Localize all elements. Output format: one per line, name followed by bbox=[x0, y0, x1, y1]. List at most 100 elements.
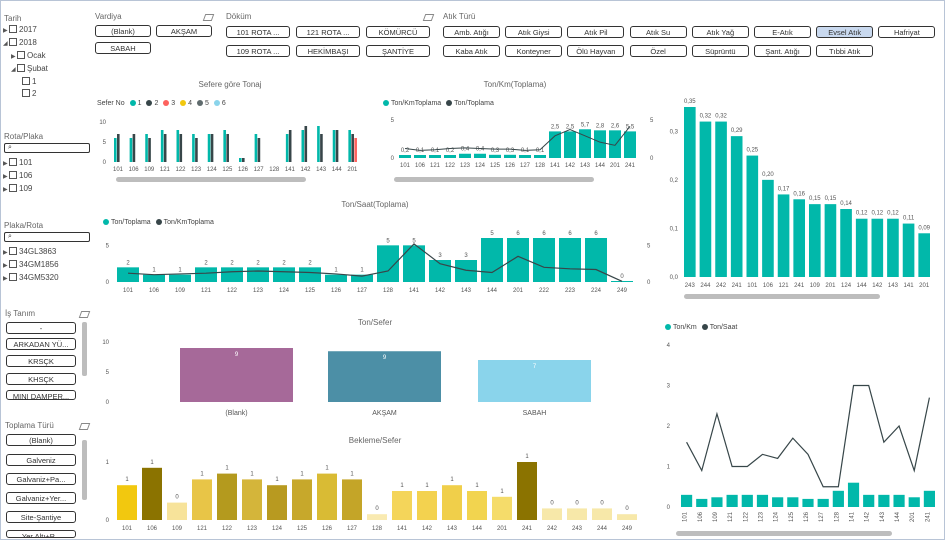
x-tick-label: 201 bbox=[347, 167, 358, 173]
tree-item-1[interactable]: 1 bbox=[3, 76, 48, 88]
atik-item[interactable]: Kaba Atık bbox=[443, 45, 500, 57]
legend-label: Ton/KmToplama bbox=[163, 219, 214, 226]
bar bbox=[802, 498, 814, 507]
bar bbox=[455, 260, 477, 282]
x-tick-label: 123 bbox=[191, 167, 202, 173]
atik-item[interactable]: Amb. Atığı bbox=[443, 26, 500, 38]
atik-item[interactable]: E-Atık bbox=[754, 26, 811, 38]
x-tick-label: 201 bbox=[513, 288, 524, 294]
tree-item[interactable]: ▶ 109 bbox=[3, 184, 33, 193]
tonkm-chart-scrollbar[interactable] bbox=[394, 177, 594, 182]
right-bar-scrollbar[interactable] bbox=[684, 294, 880, 299]
bar bbox=[167, 502, 187, 520]
atik-item[interactable]: Ölü Hayvan bbox=[567, 45, 625, 57]
tree-item[interactable]: ▶ 34GM5320 bbox=[3, 273, 59, 282]
atik-item[interactable]: Süprüntü bbox=[691, 45, 749, 57]
tree-item[interactable]: ▶ 34GM1856 bbox=[3, 260, 59, 269]
bar bbox=[399, 155, 411, 158]
dokum-item[interactable]: KÖMÜRCÜ bbox=[366, 26, 430, 38]
tree-item-2018[interactable]: ◢ 2018 bbox=[3, 38, 37, 47]
x-tick-label: 124 bbox=[841, 283, 852, 289]
x-tick-label: 144 bbox=[472, 526, 483, 532]
bar bbox=[756, 494, 769, 507]
atik-item[interactable]: Atık Yağ bbox=[691, 26, 749, 38]
atik-item[interactable]: Atık Pil bbox=[567, 26, 625, 38]
tree-item-2[interactable]: 2 bbox=[3, 88, 48, 100]
x-tick-label: 127 bbox=[520, 163, 531, 169]
x-tick-label: 124 bbox=[272, 526, 283, 532]
dokum-item[interactable]: HEKİMBAŞI bbox=[296, 45, 360, 57]
legend-dot bbox=[155, 219, 162, 225]
bar bbox=[288, 130, 292, 162]
dokum-item[interactable]: ŞANTİYE bbox=[366, 45, 430, 57]
atik-item[interactable]: Özel bbox=[629, 45, 687, 57]
x-tick-label: 124 bbox=[475, 163, 486, 169]
vardiya-item-blank[interactable]: (Blank) bbox=[95, 25, 151, 37]
dokum-item[interactable]: 121 ROTA ... bbox=[296, 26, 360, 38]
tree-item-subat[interactable]: ◢ Şubat bbox=[11, 64, 48, 73]
bar bbox=[429, 155, 441, 158]
y-tick-label: 0 bbox=[106, 400, 110, 406]
x-tick-label: SABAH bbox=[523, 410, 547, 417]
legend-dot bbox=[383, 100, 389, 106]
toplama-turu-scrollbar[interactable] bbox=[82, 440, 87, 500]
data-label: 0,12 bbox=[856, 211, 868, 217]
x-tick-label: 101 bbox=[122, 526, 133, 532]
toplama-turu-item[interactable]: Galvaniz+Yer... bbox=[6, 492, 76, 504]
dokum-item[interactable]: 101 ROTA ... bbox=[226, 26, 290, 38]
bar bbox=[217, 473, 237, 520]
dokum-item[interactable]: 109 ROTA ... bbox=[226, 45, 290, 57]
x-tick-label: 122 bbox=[175, 167, 186, 173]
x-tick-label: 241 bbox=[794, 283, 805, 289]
legend-dot bbox=[163, 100, 170, 106]
is-tanim-item[interactable]: MINI DAMPER... bbox=[6, 390, 76, 400]
bar bbox=[567, 508, 587, 520]
x-tick-label: 242 bbox=[716, 283, 727, 289]
toplama-turu-item[interactable]: Galvaniz+Pa... bbox=[6, 473, 76, 485]
sefer-chart-scrollbar[interactable] bbox=[116, 177, 306, 182]
is-tanim-item[interactable]: ARKADAN YÜ... bbox=[6, 338, 76, 350]
is-tanim-item[interactable]: KHSÇK bbox=[6, 373, 76, 385]
x-tick-label: 125 bbox=[297, 526, 308, 532]
vardiya-item-sabah[interactable]: SABAH bbox=[95, 42, 151, 54]
tree-item-2017[interactable]: ▶ 2017 bbox=[3, 25, 37, 34]
toplama-turu-item[interactable]: Yer Altı+P... bbox=[6, 530, 76, 538]
legend-label: Ton/Toplama bbox=[111, 219, 151, 226]
atik-item[interactable]: Konteyner bbox=[505, 45, 563, 57]
toplama-turu-item[interactable]: Galveniz bbox=[6, 454, 76, 466]
line-series bbox=[404, 126, 631, 151]
x-tick-label: 101 bbox=[123, 288, 134, 294]
bar bbox=[351, 274, 373, 282]
atik-item[interactable]: Hafriyat bbox=[878, 26, 936, 38]
atik-item[interactable]: Tıbbi Atık bbox=[816, 45, 874, 57]
tree-item[interactable]: ▶ 101 bbox=[3, 158, 33, 167]
data-label: 0,2 bbox=[446, 148, 455, 154]
atik-item[interactable]: Atık Giysi bbox=[505, 26, 563, 38]
vardiya-item-aksam[interactable]: AKŞAM bbox=[156, 25, 212, 37]
bar bbox=[176, 130, 180, 162]
plaka-rota-search[interactable]: ⌕ bbox=[4, 232, 90, 242]
right-line-scrollbar[interactable] bbox=[676, 531, 892, 536]
x-tick-label: 244 bbox=[597, 526, 608, 532]
x-tick-label: 144 bbox=[487, 288, 498, 294]
toplama-turu-item[interactable]: Site-Şantiye bbox=[6, 511, 76, 523]
data-label: 0 bbox=[550, 500, 554, 506]
toplama-turu-item[interactable]: (Blank) bbox=[6, 434, 76, 446]
is-tanim-item[interactable]: - bbox=[6, 322, 76, 334]
atik-item[interactable]: Şant. Atığı bbox=[754, 45, 811, 57]
toplama-turu-title: Toplama Türü bbox=[5, 421, 54, 430]
rota-plaka-search[interactable]: ⌕ bbox=[4, 143, 90, 153]
bar bbox=[223, 130, 226, 162]
tree-item[interactable]: ▶ 106 bbox=[3, 171, 33, 180]
is-tanim-item[interactable]: KRSÇK bbox=[6, 355, 76, 367]
tree-item-ocak[interactable]: ▶ Ocak bbox=[11, 51, 46, 60]
atik-item[interactable]: Atık Su bbox=[629, 26, 687, 38]
bar bbox=[257, 138, 261, 162]
plaka-rota-tree: ▶ 34GL3863 ▶ 34GM1856 ▶ 34GM5320 bbox=[3, 246, 59, 285]
bar bbox=[741, 494, 753, 507]
atik-item[interactable]: Evsel Atık bbox=[816, 26, 874, 38]
tree-item[interactable]: ▶ 34GL3863 bbox=[3, 247, 57, 256]
right-bar-chart: 0,0 0,1 0,2 0,3 0,35 243 0,32 244 0,32 242 0,29 241… bbox=[670, 99, 931, 289]
is-tanim-scrollbar[interactable] bbox=[82, 322, 87, 376]
